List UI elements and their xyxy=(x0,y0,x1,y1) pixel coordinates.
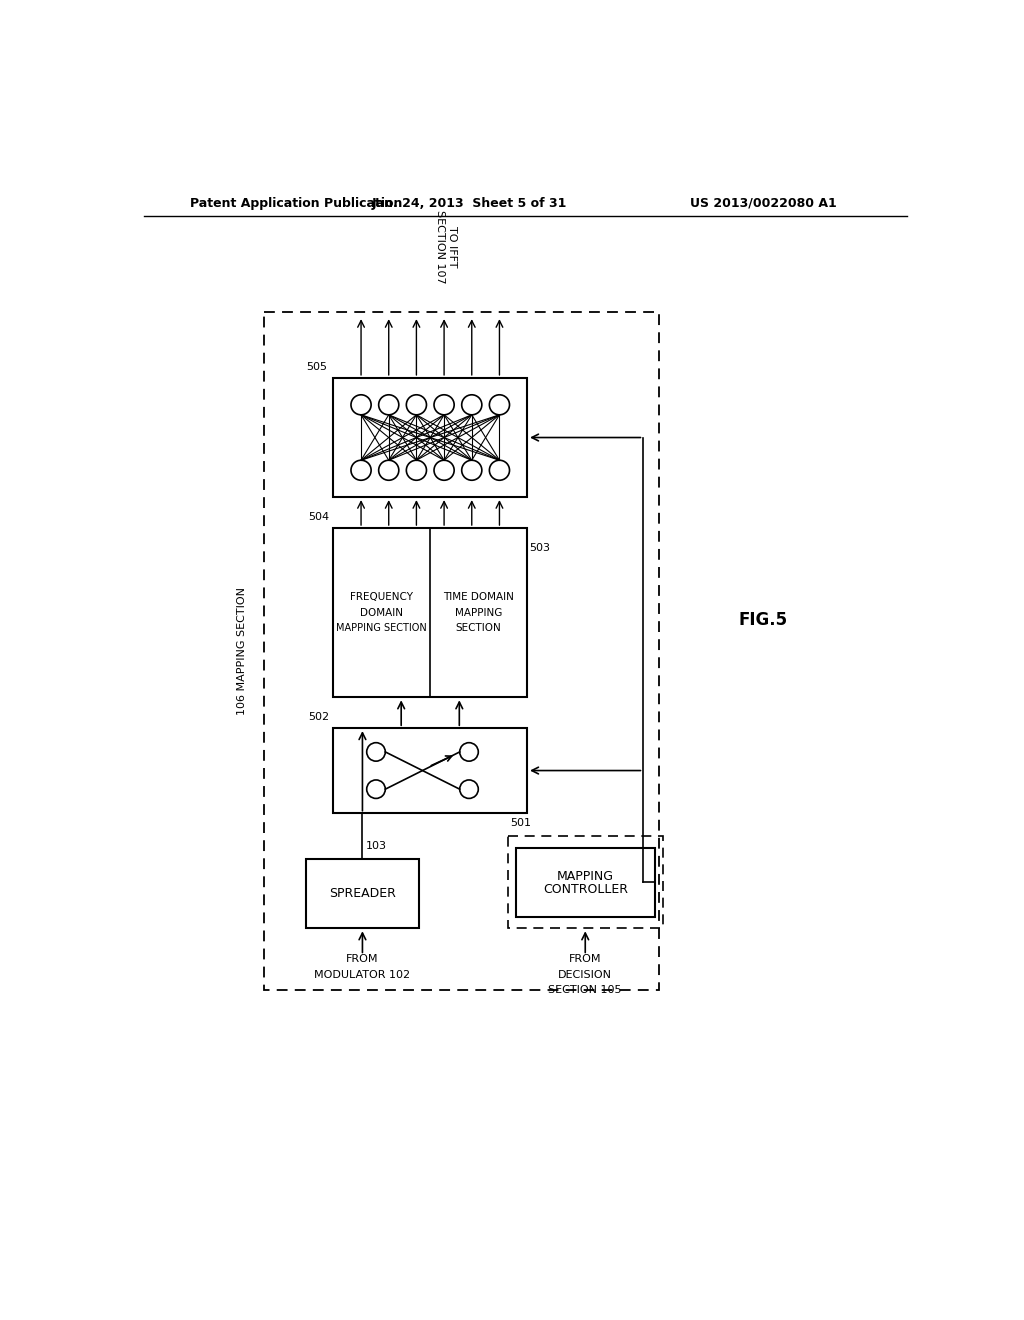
Text: DOMAIN: DOMAIN xyxy=(360,607,403,618)
Text: MODULATOR 102: MODULATOR 102 xyxy=(314,970,411,979)
Text: FREQUENCY: FREQUENCY xyxy=(350,593,414,602)
Text: FROM: FROM xyxy=(346,954,379,964)
Text: FROM: FROM xyxy=(569,954,601,964)
Text: TO IFFT
SECTION 107: TO IFFT SECTION 107 xyxy=(435,210,457,284)
Text: 505: 505 xyxy=(306,362,328,372)
Text: CONTROLLER: CONTROLLER xyxy=(543,883,628,896)
Text: SECTION: SECTION xyxy=(456,623,502,634)
Text: 501: 501 xyxy=(510,818,531,829)
Text: DECISION: DECISION xyxy=(558,970,612,979)
Bar xyxy=(334,729,527,813)
Bar xyxy=(508,836,663,928)
Bar xyxy=(306,859,419,928)
Text: MAPPING: MAPPING xyxy=(455,607,503,618)
Text: 106 MAPPING SECTION: 106 MAPPING SECTION xyxy=(237,587,247,715)
Text: 503: 503 xyxy=(529,544,551,553)
Text: 103: 103 xyxy=(367,841,387,851)
Text: MAPPING SECTION: MAPPING SECTION xyxy=(337,623,427,634)
Text: FIG.5: FIG.5 xyxy=(739,611,788,630)
Text: Jan. 24, 2013  Sheet 5 of 31: Jan. 24, 2013 Sheet 5 of 31 xyxy=(372,197,566,210)
Bar xyxy=(515,847,655,917)
Text: TIME DOMAIN: TIME DOMAIN xyxy=(443,593,514,602)
Bar xyxy=(334,528,527,697)
Text: MAPPING: MAPPING xyxy=(557,870,613,883)
Text: US 2013/0022080 A1: US 2013/0022080 A1 xyxy=(690,197,837,210)
Text: SPREADER: SPREADER xyxy=(329,887,396,900)
Bar xyxy=(334,378,527,498)
Text: Patent Application Publication: Patent Application Publication xyxy=(190,197,402,210)
Bar xyxy=(263,313,658,990)
Text: 504: 504 xyxy=(308,512,330,521)
Text: 502: 502 xyxy=(308,711,330,722)
Text: SECTION 105: SECTION 105 xyxy=(549,985,622,995)
